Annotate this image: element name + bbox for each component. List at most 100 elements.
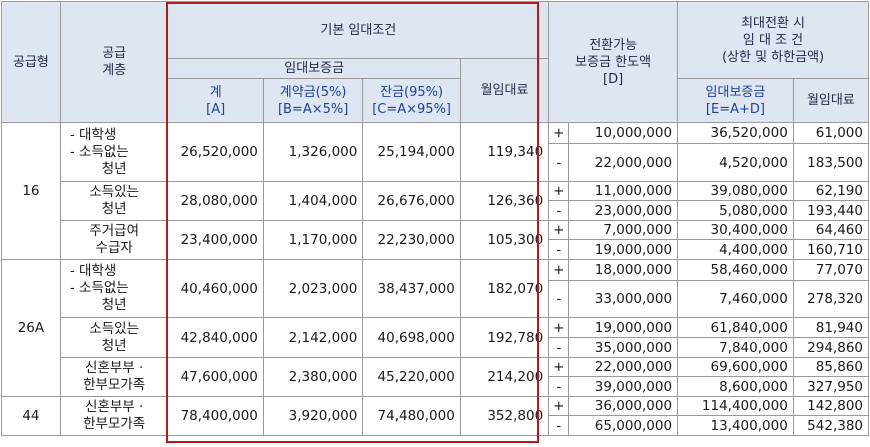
floor-line: 소득있는 <box>89 320 140 337</box>
deposit-total: 28,080,000 <box>167 181 264 221</box>
floor-line: 한부모가족 <box>83 416 146 432</box>
header-total: 계 [A] <box>167 78 264 123</box>
table-row: -19,000,000 4,400,000 160,710 <box>2 239 870 260</box>
sign-minus: - <box>548 239 570 260</box>
header-max-conversion: 최대전환 시 임 대 조 건 (상한 및 하한금액) <box>677 1 869 79</box>
sign-minus: - <box>548 376 570 397</box>
max-rent-minus: 294,860 <box>792 337 870 358</box>
deposit-contract: 1,170,000 <box>262 220 364 260</box>
sign-minus: - <box>548 337 570 358</box>
table-row: -35,000,000 7,840,000 294,860 <box>2 337 870 358</box>
header-deposit: 임대보증금 <box>167 58 461 79</box>
max-rent-minus: 327,950 <box>792 376 870 397</box>
sign-plus: + <box>548 317 570 338</box>
table-row: 소득있는 청년 42,840,000 2,142,000 40,698,000 192,7… <box>2 317 870 358</box>
max-rent-minus: 183,500 <box>792 143 870 182</box>
table-row: 26A - 대학생 - 소득없는 청년 40,460,000 2,023,000 38,43… <box>1 259 870 397</box>
deposit-balance: 26,676,000 <box>362 181 461 221</box>
convert-limit-plus: 19,000,000 <box>568 317 679 338</box>
monthly-rent: 182,070 <box>459 259 550 318</box>
deposit-total: 23,400,000 <box>167 220 264 260</box>
floor-line: 청년 <box>101 160 127 177</box>
convert-limit-plus: 22,000,000 <box>568 357 679 377</box>
max-rent-minus: 193,440 <box>792 200 870 221</box>
deposit-balance: 74,480,000 <box>362 396 461 436</box>
supply-type: 44 <box>1 396 61 436</box>
monthly-rent: 192,780 <box>459 317 550 358</box>
supply-floor: - 대학생 - 소득없는 청년 <box>59 259 169 318</box>
max-deposit-minus: 7,460,000 <box>677 280 794 318</box>
table-row: 44 신혼부부 · 한부모가족 78,400,000 3,920,000 74,480,0… <box>1 396 870 436</box>
floor-line: 청년 <box>101 201 127 217</box>
convert-limit-plus: 18,000,000 <box>568 259 679 281</box>
table-body: 16- 대학생 - 소득없는 청년 26,520,000 1,326,000 25,194… <box>1 122 870 436</box>
convert-limit-minus: 22,000,000 <box>568 143 679 182</box>
deposit-contract: 2,142,000 <box>262 317 364 358</box>
max-deposit-plus: 58,460,000 <box>677 259 794 281</box>
supply-type: 16 <box>1 122 61 260</box>
deposit-contract: 2,023,000 <box>262 259 364 318</box>
floor-line: 소득있는 <box>89 184 140 200</box>
sign-minus: - <box>548 415 570 436</box>
table-row: 16- 대학생 - 소득없는 청년 26,520,000 1,326,000 25,194… <box>1 122 870 260</box>
table-row: -39,000,000 8,600,000 327,950 <box>2 376 870 397</box>
sign-plus: + <box>548 396 570 416</box>
deposit-balance: 38,437,000 <box>362 259 461 318</box>
sign-plus: + <box>548 122 570 144</box>
table-row: -22,000,000 4,520,000 183,500 <box>2 143 870 182</box>
supply-floor: 주거급여 수급자 <box>59 220 169 260</box>
floor-line: 신혼부부 · <box>85 360 144 376</box>
max-deposit-plus: 69,600,000 <box>677 357 794 377</box>
monthly-rent: 126,360 <box>459 181 550 221</box>
max-rent-plus: 85,860 <box>792 357 870 377</box>
max-rent-plus: 64,460 <box>792 220 870 240</box>
max-deposit-minus: 7,840,000 <box>677 337 794 358</box>
header-floor: 공급 계층 <box>59 1 169 123</box>
deposit-total: 40,460,000 <box>167 259 264 318</box>
deposit-contract: 3,920,000 <box>262 396 364 436</box>
floor-line: - 소득없는 <box>69 143 129 160</box>
sign-minus: - <box>548 200 570 221</box>
max-deposit-minus: 4,520,000 <box>677 143 794 182</box>
header-basic-conditions: 기본 임대조건 <box>167 1 550 59</box>
max-rent-plus: 77,070 <box>792 259 870 281</box>
table-row: 소득있는 청년 28,080,000 1,404,000 26,676,000 126,3… <box>2 181 870 221</box>
deposit-contract: 1,326,000 <box>262 122 364 182</box>
header-max-deposit: 임대보증금 [E=A+D] <box>677 78 794 123</box>
deposit-total: 78,400,000 <box>167 396 264 436</box>
max-deposit-plus: 36,520,000 <box>677 122 794 144</box>
max-rent-plus: 61,000 <box>792 122 870 144</box>
sign-plus: + <box>548 259 570 281</box>
floor-line: - 대학생 <box>69 263 117 279</box>
supply-type: 26A <box>1 259 61 397</box>
deposit-total: 26,520,000 <box>167 122 264 182</box>
deposit-contract: 1,404,000 <box>262 181 364 221</box>
sign-minus: - <box>548 143 570 182</box>
supply-floor: 소득있는 청년 <box>59 181 169 221</box>
supply-floor: 신혼부부 · 한부모가족 <box>59 357 169 397</box>
monthly-rent: 119,340 <box>459 122 550 182</box>
floor-line: - 대학생 <box>69 126 117 143</box>
convert-limit-minus: 33,000,000 <box>568 280 679 318</box>
header-type: 공급형 <box>1 1 61 123</box>
convert-limit-plus: 7,000,000 <box>568 220 679 240</box>
deposit-balance: 45,220,000 <box>362 357 461 397</box>
max-deposit-minus: 13,400,000 <box>677 415 794 436</box>
max-deposit-minus: 8,600,000 <box>677 376 794 397</box>
max-deposit-plus: 39,080,000 <box>677 181 794 201</box>
table-row: -65,000,000 13,400,000 542,380 <box>2 415 870 436</box>
deposit-balance: 40,698,000 <box>362 317 461 358</box>
convert-limit-plus: 36,000,000 <box>568 396 679 416</box>
supply-floor: 소득있는 청년 <box>59 317 169 358</box>
sign-plus: + <box>548 357 570 377</box>
convert-limit-minus: 23,000,000 <box>568 200 679 221</box>
sign-plus: + <box>548 220 570 240</box>
deposit-balance: 22,230,000 <box>362 220 461 260</box>
convert-limit-minus: 35,000,000 <box>568 337 679 358</box>
floor-line: 신혼부부 · <box>85 399 144 415</box>
monthly-rent: 352,800 <box>459 396 550 436</box>
convert-limit-minus: 65,000,000 <box>568 415 679 436</box>
header-rent: 월임대료 <box>459 58 550 123</box>
deposit-total: 47,600,000 <box>167 357 264 397</box>
max-rent-minus: 160,710 <box>792 239 870 260</box>
